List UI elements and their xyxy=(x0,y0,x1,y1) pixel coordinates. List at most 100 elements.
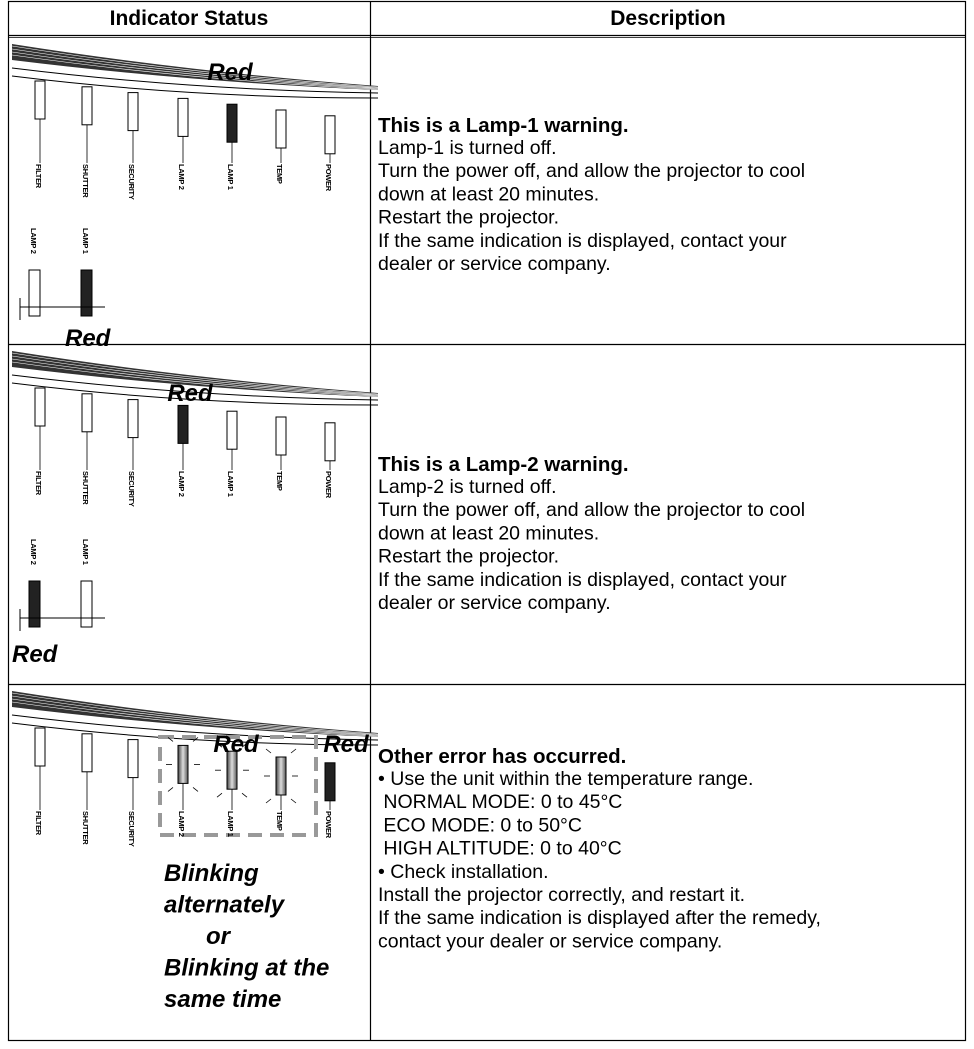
state-label: Red xyxy=(65,325,112,352)
description-line: ECO MODE: 0 to 50°C xyxy=(378,814,582,836)
blink-ray xyxy=(265,798,272,804)
lamp-indicator xyxy=(80,580,93,628)
lamp-label: LAMP 1 xyxy=(81,228,90,254)
indicator-label: FILTER xyxy=(34,471,43,496)
indicator-label: TEMP xyxy=(275,811,284,831)
description-line: dealer or service company. xyxy=(378,592,611,614)
state-label: Red xyxy=(323,731,370,758)
indicator-label: FILTER xyxy=(34,811,43,836)
description-line: • Use the unit within the temperature ra… xyxy=(378,768,753,790)
blink-ray xyxy=(241,792,248,798)
indicator-lamp xyxy=(81,393,93,433)
indicator-label: TEMP xyxy=(275,164,284,184)
blink-ray xyxy=(192,787,199,792)
indicator-lamp xyxy=(81,86,93,126)
indicator-label: LAMP 1 xyxy=(226,811,235,837)
lamp-indicator xyxy=(28,580,41,628)
panel-line xyxy=(11,75,379,99)
description-line: Lamp-1 is turned off. xyxy=(378,137,557,159)
indicator-lamp xyxy=(275,109,287,149)
indicator-label: POWER xyxy=(324,471,333,499)
blink-ray xyxy=(216,792,223,798)
lamp-indicator xyxy=(28,269,41,317)
indicator-label: SHUTTER xyxy=(81,811,90,845)
description-line: contact your dealer or service company. xyxy=(378,930,722,952)
indicator-label: SHUTTER xyxy=(81,471,90,505)
indicator-lamp xyxy=(324,762,336,802)
table-border xyxy=(7,0,967,1042)
indicator-lamp xyxy=(324,422,336,462)
blink-ray xyxy=(167,737,174,742)
panel-edge-line xyxy=(11,45,379,88)
indicator-label: SECURITY xyxy=(127,164,136,200)
indicator-lamp xyxy=(275,756,287,796)
description-line: Lamp-2 is turned off. xyxy=(378,476,557,498)
description-line: down at least 20 minutes. xyxy=(378,183,599,205)
panel-edge-line xyxy=(11,698,379,736)
blink-note: Blinking at the xyxy=(164,955,329,982)
lamp-label: LAMP 2 xyxy=(29,228,38,254)
indicator-diagram: FILTER SHUTTER SECURITY LAMP 2 LAMP 1 TEMP POW… xyxy=(11,44,379,352)
description-line: NORMAL MODE: 0 to 45°C xyxy=(378,791,622,813)
indicator-lamp xyxy=(177,97,189,137)
panel-edge-line xyxy=(11,51,379,89)
indicator-diagram: FILTER SHUTTER SECURITY LAMP 2 LAMP 1 TEMP POW… xyxy=(11,691,379,1013)
indicator-label: LAMP 1 xyxy=(226,471,235,497)
panel-edge-line xyxy=(11,355,379,396)
description-heading: This is a Lamp-2 warning. xyxy=(378,453,629,476)
panel-edge-line xyxy=(11,361,379,397)
description-line: Install the projector correctly, and res… xyxy=(378,884,745,906)
description-line: down at least 20 minutes. xyxy=(378,522,599,544)
description-line: HIGH ALTITUDE: 0 to 40°C xyxy=(378,838,622,860)
indicator-lamp xyxy=(226,410,238,450)
panel-edge-line xyxy=(11,358,379,396)
panel-edge-line xyxy=(11,48,379,89)
header-cell: Indicator Status xyxy=(110,7,269,30)
description-heading: This is a Lamp-1 warning. xyxy=(378,114,629,137)
blink-ray xyxy=(241,742,248,748)
indicator-label: POWER xyxy=(324,811,333,839)
panel-edge xyxy=(12,44,378,90)
description-line: dealer or service company. xyxy=(378,253,611,275)
blink-note: or xyxy=(206,923,232,950)
blink-note: alternately xyxy=(164,892,286,919)
panel-edge xyxy=(12,691,378,737)
indicator-label: SHUTTER xyxy=(81,164,90,198)
blink-ray xyxy=(265,748,272,754)
indicator-label: LAMP 2 xyxy=(177,164,186,190)
blink-note: same time xyxy=(164,986,281,1013)
blink-ray xyxy=(290,748,297,754)
indicator-label: SECURITY xyxy=(127,471,136,507)
state-label: Red xyxy=(12,641,59,668)
indicator-lamp xyxy=(226,103,238,143)
lamp-label: LAMP 1 xyxy=(81,539,90,565)
indicator-lamp xyxy=(177,744,189,784)
indicator-label: LAMP 1 xyxy=(226,164,235,190)
indicator-lamp xyxy=(34,80,46,120)
description-line: Turn the power off, and allow the projec… xyxy=(378,499,805,521)
blink-group-box xyxy=(158,735,318,837)
state-label: Red xyxy=(213,731,260,758)
indicator-label: POWER xyxy=(324,164,333,192)
panel-edge-line xyxy=(11,54,379,90)
blink-ray xyxy=(290,798,297,804)
indicator-lamp xyxy=(127,739,139,779)
description-line: If the same indication is displayed, con… xyxy=(378,569,787,591)
indicator-label: LAMP 2 xyxy=(177,471,186,497)
description-heading: Other error has occurred. xyxy=(378,745,626,768)
panel-edge-line xyxy=(11,692,379,735)
panel-edge xyxy=(12,351,378,397)
blink-ray xyxy=(216,742,223,748)
indicator-lamp xyxy=(127,92,139,132)
indicator-lamp xyxy=(34,727,46,767)
state-label: Red xyxy=(167,380,214,407)
lamp-label: LAMP 2 xyxy=(29,539,38,565)
indicator-lamp xyxy=(177,404,189,444)
panel-line xyxy=(11,722,379,746)
indicator-label: SECURITY xyxy=(127,811,136,847)
indicator-label: LAMP 2 xyxy=(177,811,186,837)
blink-note: Blinking xyxy=(164,860,259,887)
blink-ray xyxy=(167,787,174,792)
